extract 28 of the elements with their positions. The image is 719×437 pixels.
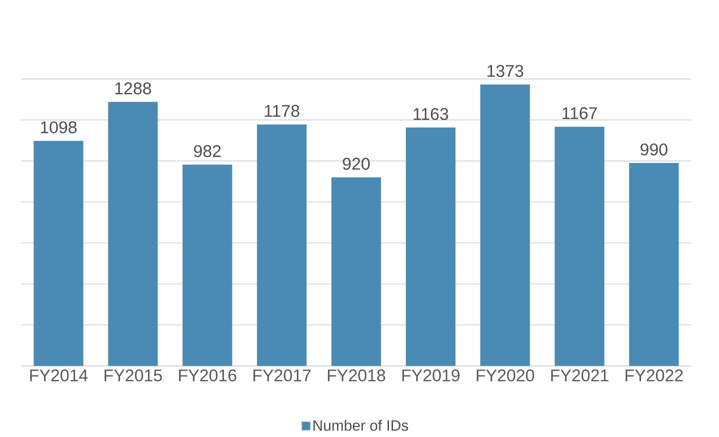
data-label: 1167 [562, 107, 597, 120]
bar [480, 84, 530, 366]
x-tick-label: FY2022 [626, 370, 683, 382]
bar [256, 124, 307, 366]
bar [554, 126, 604, 366]
x-tick-label: FY2017 [254, 370, 311, 382]
bar [629, 163, 679, 366]
x-tick-label: FY2014 [30, 370, 88, 382]
data-label: 982 [194, 145, 221, 158]
x-tick-label: FY2016 [179, 370, 236, 382]
bar [34, 140, 84, 366]
legend-label: Number of IDs [314, 420, 408, 431]
data-label: 1288 [115, 82, 152, 95]
x-tick-label: FY2020 [476, 370, 534, 382]
bar [108, 102, 158, 366]
data-label: 1098 [40, 121, 77, 134]
data-label: 1163 [414, 108, 448, 120]
data-label: 1373 [488, 65, 524, 78]
bar [331, 177, 382, 366]
x-tick-label: FY2019 [402, 370, 460, 382]
data-label: 990 [640, 144, 668, 156]
x-tick-label: FY2021 [551, 370, 608, 382]
x-tick-label: FY2018 [328, 370, 386, 382]
bar [406, 128, 456, 366]
x-tick-label: FY2015 [104, 370, 162, 382]
data-label: 1178 [264, 105, 300, 118]
bar [182, 164, 232, 366]
data-label: 920 [342, 158, 370, 170]
